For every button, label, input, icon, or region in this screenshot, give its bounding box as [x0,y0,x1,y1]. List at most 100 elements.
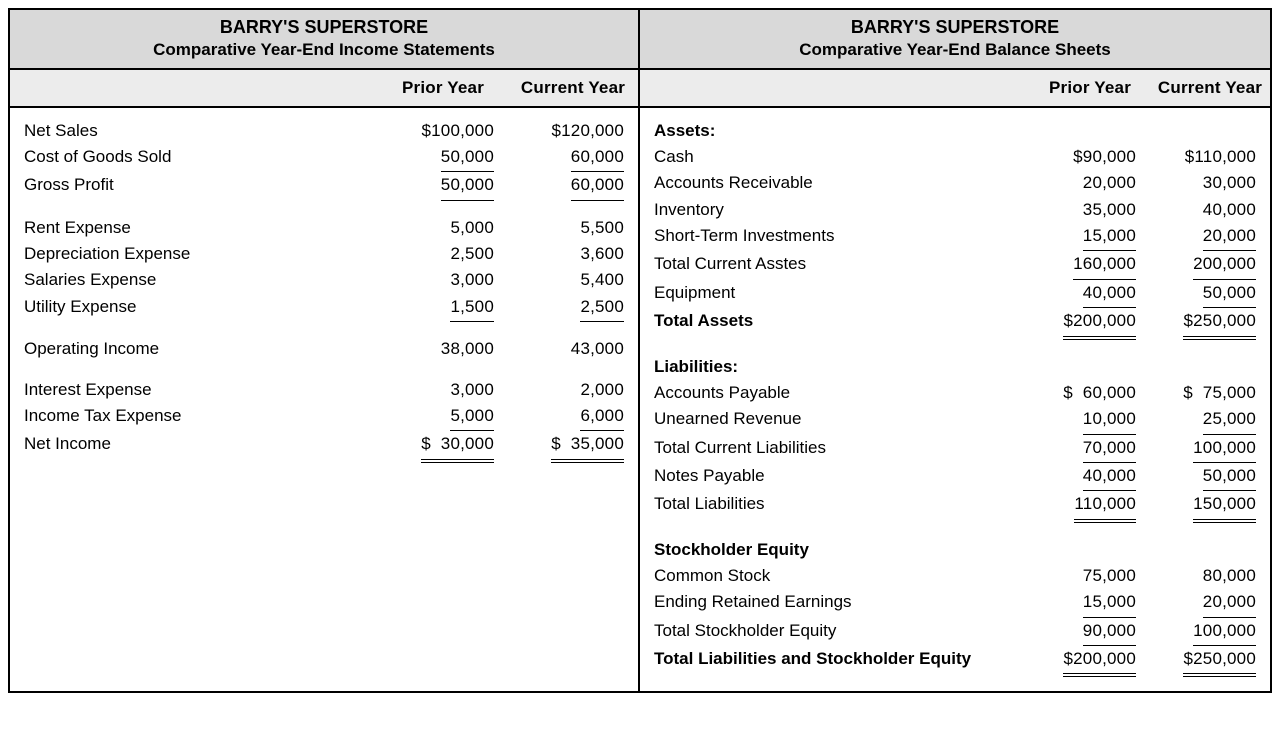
row-label: Stockholder Equity [654,537,1016,563]
value-prior: 1,500 [450,294,494,322]
value-prior: 160,000 [1073,251,1136,279]
value-current: 5,500 [580,215,624,241]
cell-current: 50,000 [1136,463,1256,491]
value-prior: 15,000 [1083,223,1136,251]
cell-prior: 40,000 [1016,280,1136,308]
value-prior: 15,000 [1083,589,1136,617]
cell-current: 3,600 [494,241,624,267]
value-current: 40,000 [1203,197,1256,223]
cell-current: 100,000 [1136,618,1256,646]
cell-current: 50,000 [1136,280,1256,308]
table-row: Income Tax Expense5,0006,000 [24,403,624,431]
cell-current: 6,000 [494,403,624,431]
row-spacer [654,340,1256,354]
table-row: Utility Expense1,5002,500 [24,294,624,322]
row-spacer [24,201,624,215]
value-prior: 40,000 [1083,463,1136,491]
row-label: Notes Payable [654,463,1016,489]
value-current: 5,400 [580,267,624,293]
cell-current: 200,000 [1136,251,1256,279]
value-prior: 35,000 [1083,197,1136,223]
cell-current: 2,000 [494,377,624,403]
cell-prior: $90,000 [1016,144,1136,170]
cell-current: 100,000 [1136,435,1256,463]
table-row: Operating Income38,00043,000 [24,336,624,362]
value-prior: 70,000 [1083,435,1136,463]
table-row: Notes Payable 40,000 50,000 [654,463,1256,491]
row-label: Gross Profit [24,172,364,198]
income-statement-panel: BARRY'S SUPERSTORE Comparative Year-End … [10,10,640,691]
cell-prior: 160,000 [1016,251,1136,279]
cell-prior: 3,000 [364,377,494,403]
cell-current: 20,000 [1136,223,1256,251]
value-prior: 5,000 [450,403,494,431]
company-name: BARRY'S SUPERSTORE [14,16,634,39]
value-current: 50,000 [1203,463,1256,491]
cell-prior: 75,000 [1016,563,1136,589]
table-row: Rent Expense 5,000 5,500 [24,215,624,241]
cell-prior: 70,000 [1016,435,1136,463]
table-row: Stockholder Equity [654,537,1256,563]
value-current: 43,000 [571,336,624,362]
value-current: 25,000 [1203,406,1256,434]
table-row: Accounts Receivable20,00030,000 [654,170,1256,196]
row-label: Total Liabilities [654,491,1016,517]
row-spacer [654,523,1256,537]
row-label: Accounts Receivable [654,170,1016,196]
cell-current: 2,500 [494,294,624,322]
value-prior: 3,000 [450,377,494,403]
table-row: Total Current Asstes160,000200,000 [654,251,1256,279]
cell-current: 150,000 [1136,491,1256,522]
table-row: Total Assets$200,000$250,000 [654,308,1256,339]
row-label: Assets: [654,118,1016,144]
value-current: $250,000 [1183,646,1256,677]
cell-current: $ 35,000 [494,431,624,462]
row-spacer [24,322,624,336]
cell-current: 43,000 [494,336,624,362]
balance-col-prior: Prior Year [1030,70,1150,106]
cell-prior: 90,000 [1016,618,1136,646]
cell-current: 80,000 [1136,563,1256,589]
value-current: $120,000 [551,118,624,144]
balance-column-headers: Prior Year Current Year [640,70,1270,108]
value-current: 100,000 [1193,618,1256,646]
value-current: $110,000 [1185,144,1256,170]
cell-prior: $ 60,000 [1016,380,1136,406]
cell-current: $250,000 [1136,308,1256,339]
value-current: 80,000 [1203,563,1256,589]
cell-prior: 38,000 [364,336,494,362]
value-current: 100,000 [1193,435,1256,463]
value-current: 60,000 [571,172,624,200]
value-current: 3,600 [580,241,624,267]
value-current: 150,000 [1193,491,1256,522]
table-row: Depreciation Expense2,5003,600 [24,241,624,267]
table-row: Net Sales $100,000 $120,000 [24,118,624,144]
cell-prior: 3,000 [364,267,494,293]
cell-current: 40,000 [1136,197,1256,223]
value-prior: 90,000 [1083,618,1136,646]
table-row: Salaries Expense3,0005,400 [24,267,624,293]
balance-col-current: Current Year [1150,70,1270,106]
value-current: 60,000 [571,144,624,172]
cell-prior: $ 30,000 [364,431,494,462]
table-row: Unearned Revenue10,00025,000 [654,406,1256,434]
row-label: Interest Expense [24,377,364,403]
table-row: Assets: [654,118,1256,144]
comparative-statements: BARRY'S SUPERSTORE Comparative Year-End … [8,8,1272,693]
value-prior: 38,000 [441,336,494,362]
cell-prior: 15,000 [1016,589,1136,617]
table-row: Cash$90,000$110,000 [654,144,1256,170]
value-prior: 5,000 [450,215,494,241]
value-current: 30,000 [1203,170,1256,196]
income-column-headers: Prior Year Current Year [10,70,638,108]
cell-prior: 110,000 [1016,491,1136,522]
value-prior: 10,000 [1083,406,1136,434]
row-label: Net Sales [24,118,364,144]
cell-prior: $200,000 [1016,646,1136,677]
income-col-prior: Prior Year [378,70,508,106]
value-prior: $100,000 [421,118,494,144]
row-label: Rent Expense [24,215,364,241]
value-prior: 3,000 [450,267,494,293]
cell-prior: 35,000 [1016,197,1136,223]
table-row: Inventory35,00040,000 [654,197,1256,223]
